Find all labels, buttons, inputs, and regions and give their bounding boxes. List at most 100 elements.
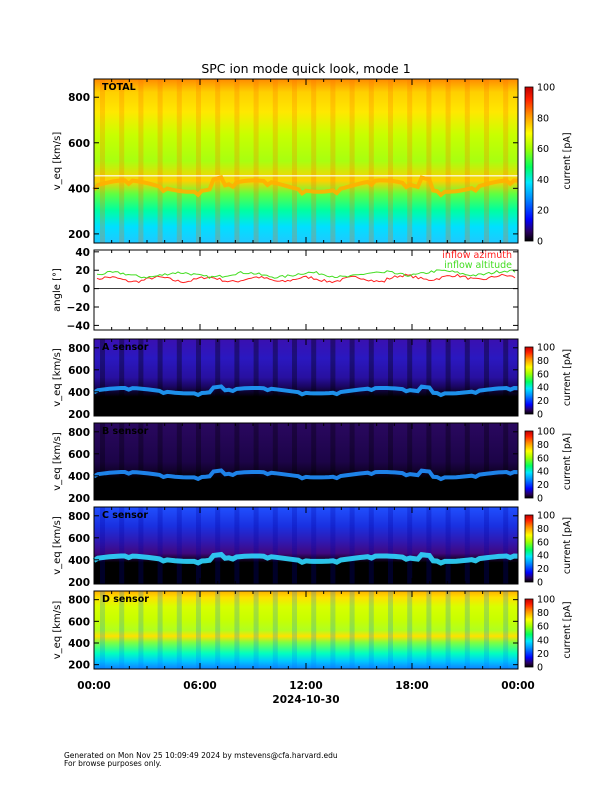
time-stripe <box>349 79 355 243</box>
time-stripe <box>234 591 240 669</box>
time-stripe <box>157 339 163 416</box>
time-stripe <box>445 423 451 500</box>
time-stripe <box>196 591 201 669</box>
footer-generated-line: Generated on Mon Nov 25 10:09:49 2024 by… <box>64 751 338 760</box>
colorbar-label: current [pA] <box>562 132 573 189</box>
time-stripe <box>330 79 336 243</box>
colorbar-tick-label: 100 <box>537 83 555 94</box>
c-peak-trace <box>92 551 519 566</box>
time-stripe <box>215 79 221 243</box>
y-axis-label: v_eq [km/s] <box>52 516 63 575</box>
time-stripe <box>388 79 393 243</box>
colorbar <box>524 598 534 668</box>
panel-label: B sensor <box>102 426 149 437</box>
colorbar-tick-label: 60 <box>537 622 549 633</box>
time-stripe <box>272 339 278 416</box>
y-tick-label: −40 <box>67 320 90 332</box>
colorbar <box>524 346 534 415</box>
time-stripe <box>484 507 489 584</box>
time-stripe <box>196 79 201 243</box>
time-stripe <box>138 339 144 416</box>
y-tick-label: 600 <box>68 616 90 628</box>
colorbar-tick-label: 80 <box>537 113 549 124</box>
time-stripe <box>157 591 163 669</box>
time-stripe <box>119 591 125 669</box>
time-stripe <box>234 79 240 243</box>
d-time-structure <box>100 591 509 669</box>
time-stripe <box>503 591 509 669</box>
x-tick-label: 12:00 <box>289 680 322 692</box>
colorbar-tick-label: 80 <box>537 524 549 535</box>
y-tick-label: 200 <box>68 229 90 241</box>
series-line-azimuth <box>96 273 516 284</box>
time-stripe <box>253 339 259 416</box>
time-stripe <box>407 79 413 243</box>
colorbar-tick-label: 0 <box>537 663 543 674</box>
time-stripe <box>388 339 393 416</box>
time-stripe <box>196 507 201 584</box>
time-stripe <box>292 79 297 243</box>
time-stripe <box>349 339 355 416</box>
time-stripe <box>100 591 105 669</box>
y-tick-label: 600 <box>68 365 90 377</box>
time-stripe <box>311 79 317 243</box>
time-stripe <box>368 423 374 500</box>
time-stripe <box>464 79 470 243</box>
colorbar-label: current [pA] <box>562 517 573 574</box>
angle-background <box>94 250 518 330</box>
time-stripe <box>311 591 317 669</box>
time-stripe <box>176 339 182 416</box>
legend-entry: inflow azimuth <box>442 250 512 261</box>
time-stripe <box>234 507 240 584</box>
time-stripe <box>119 79 125 243</box>
y-tick-label: 800 <box>68 511 90 523</box>
colorbar-tick-label: 0 <box>537 578 543 589</box>
time-stripe <box>503 507 509 584</box>
heatmap-b-sensor <box>94 423 518 500</box>
chart-title: SPC ion mode quick look, mode 1 <box>201 61 410 76</box>
colorbar-tick-label: 80 <box>537 440 549 451</box>
time-stripe <box>157 507 163 584</box>
x-tick-label: 06:00 <box>183 680 216 692</box>
time-stripe <box>176 591 182 669</box>
time-stripe <box>119 423 125 500</box>
time-stripe <box>138 507 144 584</box>
time-stripe <box>176 507 182 584</box>
time-stripe <box>484 591 489 669</box>
y-tick-label: 40 <box>75 247 90 259</box>
series-line-altitude <box>96 269 516 279</box>
c-time-structure <box>100 507 509 584</box>
time-stripe <box>484 423 489 500</box>
a-peak-trace <box>93 384 519 398</box>
time-stripe <box>157 423 163 500</box>
y-tick-label: 200 <box>68 409 90 421</box>
time-stripe <box>196 423 201 500</box>
time-stripe <box>368 591 374 669</box>
y-tick-label: 800 <box>68 595 90 607</box>
colorbar-tick-label: 20 <box>537 396 549 407</box>
time-stripe <box>292 507 297 584</box>
y-tick-label: 200 <box>68 577 90 589</box>
time-stripe <box>157 79 163 243</box>
time-stripe <box>349 507 355 584</box>
time-stripe <box>100 339 105 416</box>
colorbar-tick-label: 40 <box>537 383 549 394</box>
y-tick-label: 400 <box>68 638 90 650</box>
colorbar-tick-label: 80 <box>537 608 549 619</box>
time-stripe <box>426 507 432 584</box>
y-tick-label: 0 <box>83 284 90 296</box>
time-stripe <box>407 591 413 669</box>
footer-disclaimer-line: For browse purposes only. <box>64 759 162 768</box>
time-stripe <box>138 423 144 500</box>
y-tick-label: 600 <box>68 138 90 150</box>
time-stripe <box>215 507 221 584</box>
time-stripe <box>368 339 374 416</box>
time-stripe <box>215 339 221 416</box>
x-tick-label: 18:00 <box>395 680 428 692</box>
colorbar-tick-label: 0 <box>537 410 543 421</box>
y-tick-label: 800 <box>68 427 90 439</box>
total-time-structure <box>100 79 509 243</box>
time-stripe <box>100 507 105 584</box>
time-stripe <box>138 79 144 243</box>
